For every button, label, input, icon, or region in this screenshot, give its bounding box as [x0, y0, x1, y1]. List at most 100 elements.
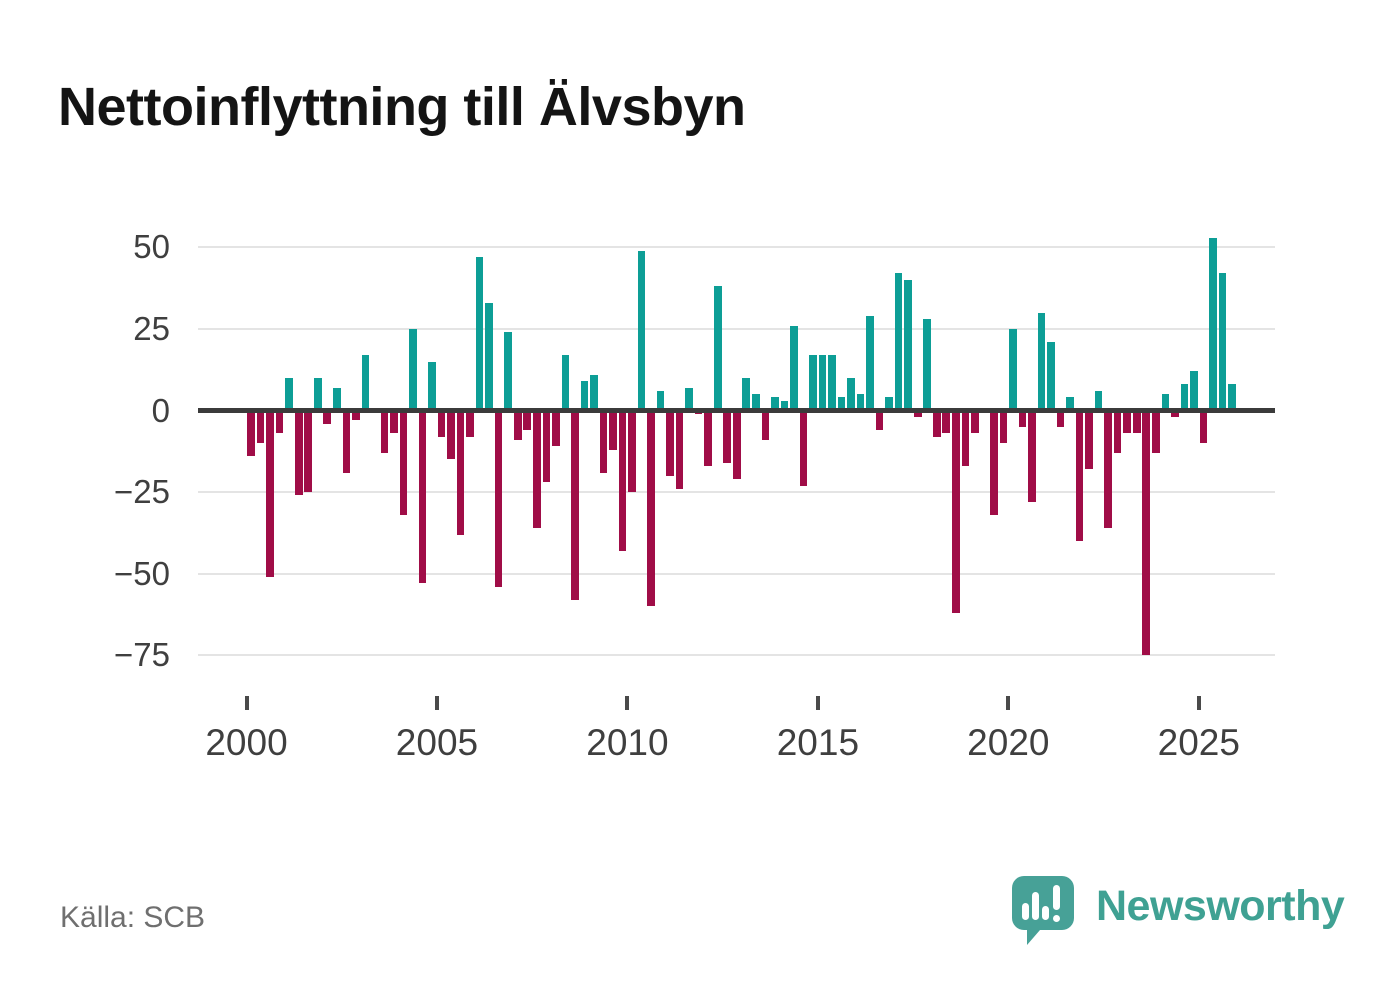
bar-2005-q2 [447, 410, 455, 460]
logo-bar-1 [1022, 903, 1029, 920]
bar-2021-q2 [1056, 410, 1065, 427]
bar-2019-q4 [999, 410, 1008, 444]
x-axis-tick-2020 [1006, 696, 1011, 710]
bar-2013-q2 [752, 394, 760, 411]
bar-2025-q4 [1228, 384, 1236, 411]
y-axis-label-0: 0 [151, 391, 170, 429]
bar-2013-q4 [771, 397, 779, 411]
newsworthy-brand: Newsworthy [1012, 876, 1345, 952]
bar-2013-q1 [742, 377, 751, 411]
bar-2014-q3 [799, 410, 808, 486]
bar-2023-q1 [1123, 410, 1131, 434]
bar-2024-q3 [1180, 384, 1189, 411]
source-note: Källa: SCB [60, 901, 206, 934]
bar-2001-q1 [285, 377, 293, 411]
bar-2022-q1 [1085, 410, 1093, 470]
bar-2018-q2 [942, 410, 951, 434]
bar-2014-q1 [780, 400, 789, 411]
bar-2007-q2 [523, 410, 532, 431]
bar-2011-q3 [685, 387, 693, 411]
bar-2022-q3 [1104, 410, 1112, 528]
bar-2012-q4 [732, 410, 741, 480]
gridline-y--50 [198, 572, 1275, 575]
x-axis-tick-2025 [1196, 696, 1201, 710]
x-axis-label-2010: 2010 [586, 722, 669, 763]
bar-2008-q3 [571, 410, 579, 600]
bar-2002-q2 [333, 387, 341, 411]
bar-2022-q4 [1113, 410, 1122, 453]
bar-2015-q3 [837, 397, 846, 411]
bar-2008-q4 [580, 381, 589, 411]
bar-2003-q1 [361, 355, 370, 411]
bar-2009-q2 [599, 410, 608, 473]
x-axis-tick-2010 [625, 696, 630, 710]
newsworthy-logo-icon [1012, 876, 1074, 945]
bar-2012-q2 [713, 286, 722, 411]
bar-2018-q3 [952, 410, 960, 613]
bar-2012-q3 [723, 410, 732, 463]
chart-title: Nettoinflyttning till Älvsbyn [58, 77, 746, 137]
bar-2020-q4 [1037, 312, 1046, 411]
gridline-y--25 [198, 491, 1275, 494]
y-axis-label--75: −75 [114, 636, 170, 674]
bar-2010-q1 [628, 410, 636, 493]
bar-2017-q3 [913, 410, 922, 418]
logo-bar-3 [1042, 906, 1049, 920]
logo-exclamation-stem [1053, 885, 1060, 910]
bar-2014-q2 [790, 325, 798, 411]
bar-2009-q4 [618, 410, 627, 551]
bar-2000-q1 [247, 410, 255, 457]
bar-2018-q1 [932, 410, 941, 437]
bar-2025-q2 [1209, 237, 1217, 411]
bar-2007-q1 [513, 410, 522, 440]
bar-2003-q4 [390, 410, 398, 434]
x-axis-label-2025: 2025 [1157, 722, 1240, 763]
bar-2002-q3 [342, 410, 351, 473]
logo-exclamation-dot [1053, 915, 1060, 922]
bar-2000-q4 [275, 410, 284, 434]
bar-2016-q3 [875, 410, 884, 431]
bar-2022-q2 [1094, 390, 1103, 411]
bar-2015-q2 [828, 355, 836, 411]
bar-2020-q3 [1028, 410, 1036, 502]
y-axis-label--50: −50 [114, 554, 170, 592]
bar-2015-q4 [847, 377, 855, 411]
bar-2008-q1 [552, 410, 560, 447]
y-axis-label-50: 50 [133, 228, 170, 266]
bar-2023-q3 [1142, 410, 1151, 656]
bar-2020-q1 [1009, 328, 1017, 411]
bar-2023-q2 [1132, 410, 1141, 434]
bar-2021-q3 [1066, 397, 1074, 411]
x-axis-label-2005: 2005 [395, 722, 479, 763]
bar-2011-q2 [675, 410, 684, 489]
zero-axis-line [198, 408, 1275, 413]
bar-2011-q1 [666, 410, 674, 476]
bar-2019-q1 [971, 410, 979, 434]
bar-2024-q2 [1171, 410, 1179, 418]
bar-2020-q2 [1018, 410, 1027, 427]
newsworthy-wordmark: Newsworthy [1096, 882, 1345, 930]
bar-2001-q4 [313, 377, 322, 411]
bar-2005-q3 [456, 410, 465, 535]
y-axis-label-25: 25 [133, 309, 170, 347]
x-axis-tick-2005 [434, 696, 439, 710]
bar-2025-q1 [1199, 410, 1208, 444]
bar-2019-q3 [990, 410, 998, 515]
bar-2005-q4 [466, 410, 474, 437]
gridline-y--75 [198, 654, 1275, 657]
bar-2008-q2 [561, 355, 570, 411]
bar-2024-q4 [1190, 371, 1198, 411]
bar-2017-q2 [904, 279, 912, 411]
bar-2023-q4 [1151, 410, 1160, 453]
bar-2010-q3 [647, 410, 655, 607]
bar-2024-q1 [1161, 394, 1170, 411]
bar-2016-q4 [885, 397, 893, 411]
bar-2021-q1 [1047, 341, 1055, 411]
bar-2004-q3 [418, 410, 427, 584]
bar-2025-q3 [1218, 273, 1227, 411]
bar-2004-q4 [428, 361, 436, 411]
bar-2004-q1 [399, 410, 408, 515]
bar-2006-q2 [485, 302, 493, 411]
bar-2009-q1 [590, 374, 598, 411]
